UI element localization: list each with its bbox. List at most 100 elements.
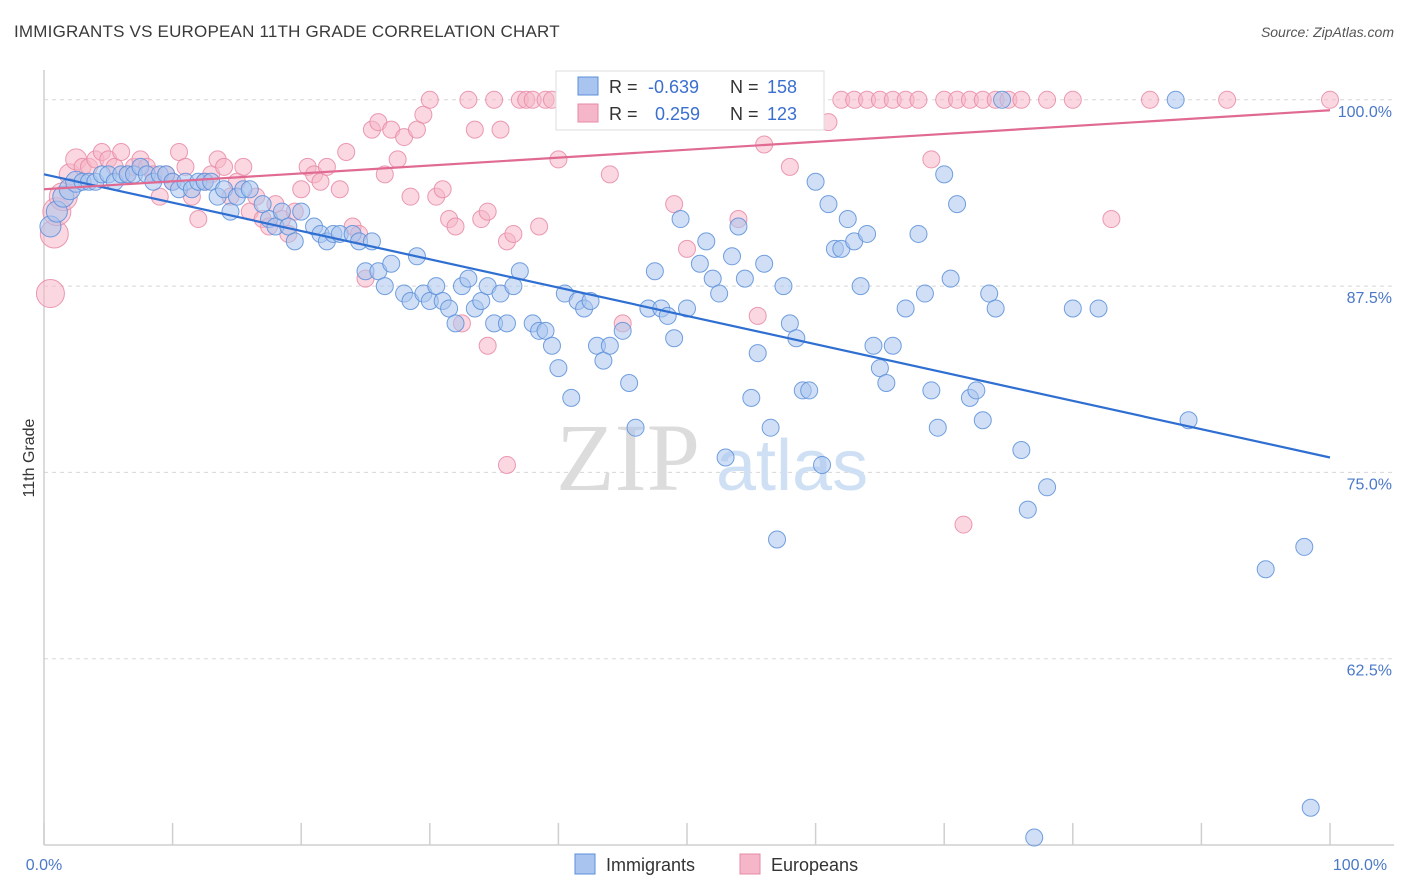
- immigrants-point-87: [645, 262, 664, 281]
- europeans-point-112: [909, 90, 928, 109]
- immigrants-point-107: [780, 314, 799, 333]
- europeans-point-31: [234, 157, 253, 176]
- x-tick-label-0: 0.0%: [26, 857, 62, 874]
- europeans-point-79: [549, 150, 568, 169]
- immigrants-point-122: [877, 373, 896, 392]
- immigrants-point-147: [1295, 537, 1314, 556]
- immigrants-point-99: [729, 217, 748, 236]
- immigrants-point-130: [941, 269, 960, 288]
- immigrants-point-118: [851, 277, 870, 296]
- watermark-zip: ZIP: [556, 404, 700, 511]
- immigrants-point-50: [382, 254, 401, 273]
- europeans-point-0: [35, 279, 65, 309]
- europeans-point-61: [433, 180, 452, 199]
- immigrants-point-32: [253, 195, 272, 214]
- series-legend-swatch-immigrants: [574, 853, 596, 875]
- immigrants-point-119: [858, 224, 877, 243]
- legend-swatch-immigrants: [577, 76, 599, 96]
- chart-source: Source: ZipAtlas.com: [1260, 24, 1394, 40]
- immigrants-point-121: [870, 359, 889, 378]
- europeans-point-56: [401, 187, 420, 206]
- europeans-point-52: [375, 165, 394, 184]
- europeans-point-57: [407, 120, 426, 139]
- y-axis-label: 11th Grade: [21, 418, 38, 497]
- immigrants-point-116: [838, 210, 857, 229]
- immigrants-point-38: [292, 202, 311, 221]
- legend-frame: [555, 70, 825, 131]
- europeans-point-58: [414, 105, 433, 124]
- immigrants-point-37: [285, 232, 304, 251]
- europeans-point-124: [1140, 90, 1159, 109]
- immigrants-point-129: [935, 165, 954, 184]
- europeans-point-113: [922, 150, 941, 169]
- europeans-point-28: [215, 157, 234, 176]
- immigrants-point-72: [536, 321, 555, 340]
- europeans-point-129: [478, 336, 497, 355]
- europeans-point-76: [530, 217, 549, 236]
- immigrants-point-96: [710, 284, 729, 303]
- europeans-trend-line: [43, 109, 1331, 191]
- immigrants-point-136: [986, 299, 1005, 318]
- immigrants-point-131: [948, 195, 967, 214]
- immigrants-point-138: [1012, 441, 1031, 460]
- immigrants-point-139: [1018, 500, 1037, 519]
- y-tick-label-0: 100.0%: [1338, 104, 1392, 121]
- series-legend-europeans: Europeans: [771, 855, 858, 875]
- immigrants-point-81: [594, 351, 613, 370]
- y-tick-label-2: 75.0%: [1347, 476, 1392, 493]
- immigrants-point-59: [446, 314, 465, 333]
- immigrants-point-143: [1089, 299, 1108, 318]
- y-tick-label-3: 62.5%: [1347, 663, 1392, 680]
- legend-swatch-europeans: [577, 103, 599, 123]
- immigrants-point-31: [240, 180, 259, 199]
- europeans-point-63: [446, 217, 465, 236]
- europeans-point-92: [678, 239, 696, 258]
- legend-n-europeans: 123: [767, 104, 797, 124]
- immigrants-point-134: [973, 411, 992, 430]
- immigrants-point-61: [459, 269, 478, 288]
- immigrants-trend-line: [43, 173, 1331, 459]
- legend-n-label-europeans: N =: [730, 104, 759, 124]
- series-legend: Immigrants Europeans: [574, 853, 858, 875]
- europeans-point-120: [1012, 90, 1031, 109]
- europeans-point-121: [1038, 90, 1057, 109]
- immigrants-point-135: [980, 284, 999, 303]
- europeans-point-68: [478, 202, 497, 221]
- europeans-point-40: [292, 180, 311, 199]
- watermark: ZIP atlas: [556, 404, 868, 511]
- immigrants-point-100: [735, 269, 754, 288]
- immigrants-point-112: [813, 455, 832, 474]
- immigrants-point-63: [472, 292, 491, 311]
- europeans-point-24: [189, 210, 208, 229]
- europeans-point-126: [1321, 90, 1339, 109]
- immigrants-point-85: [626, 418, 645, 437]
- immigrants-point-35: [272, 202, 291, 221]
- immigrants-point-144: [1166, 90, 1185, 109]
- europeans-point-98: [748, 306, 767, 325]
- axes: [43, 70, 1394, 846]
- immigrants-points: [39, 90, 1320, 847]
- immigrants-point-73: [542, 336, 561, 355]
- series-legend-swatch-europeans: [739, 853, 761, 875]
- europeans-point-123: [1102, 210, 1121, 229]
- europeans-point-128: [954, 515, 973, 534]
- immigrants-point-83: [613, 321, 632, 340]
- immigrants-point-79: [581, 292, 600, 311]
- trend-lines: [43, 109, 1331, 459]
- immigrants-point-123: [883, 336, 902, 355]
- legend-n-immigrants: 158: [767, 77, 797, 97]
- immigrants-point-102: [748, 344, 767, 363]
- europeans-point-66: [465, 120, 484, 139]
- legend-n-label-immigrants: N =: [730, 77, 759, 97]
- europeans-point-70: [491, 120, 510, 139]
- immigrants-point-49: [375, 277, 394, 296]
- europeans-point-122: [1063, 90, 1082, 109]
- immigrants-point-76: [562, 388, 581, 407]
- europeans-point-102: [780, 157, 799, 176]
- immigrants-point-110: [800, 381, 819, 400]
- chart-title: IMMIGRANTS VS EUROPEAN 11TH GRADE CORREL…: [14, 22, 560, 41]
- europeans-point-86: [600, 165, 619, 184]
- europeans-point-45: [330, 180, 349, 199]
- immigrants-point-95: [703, 269, 722, 288]
